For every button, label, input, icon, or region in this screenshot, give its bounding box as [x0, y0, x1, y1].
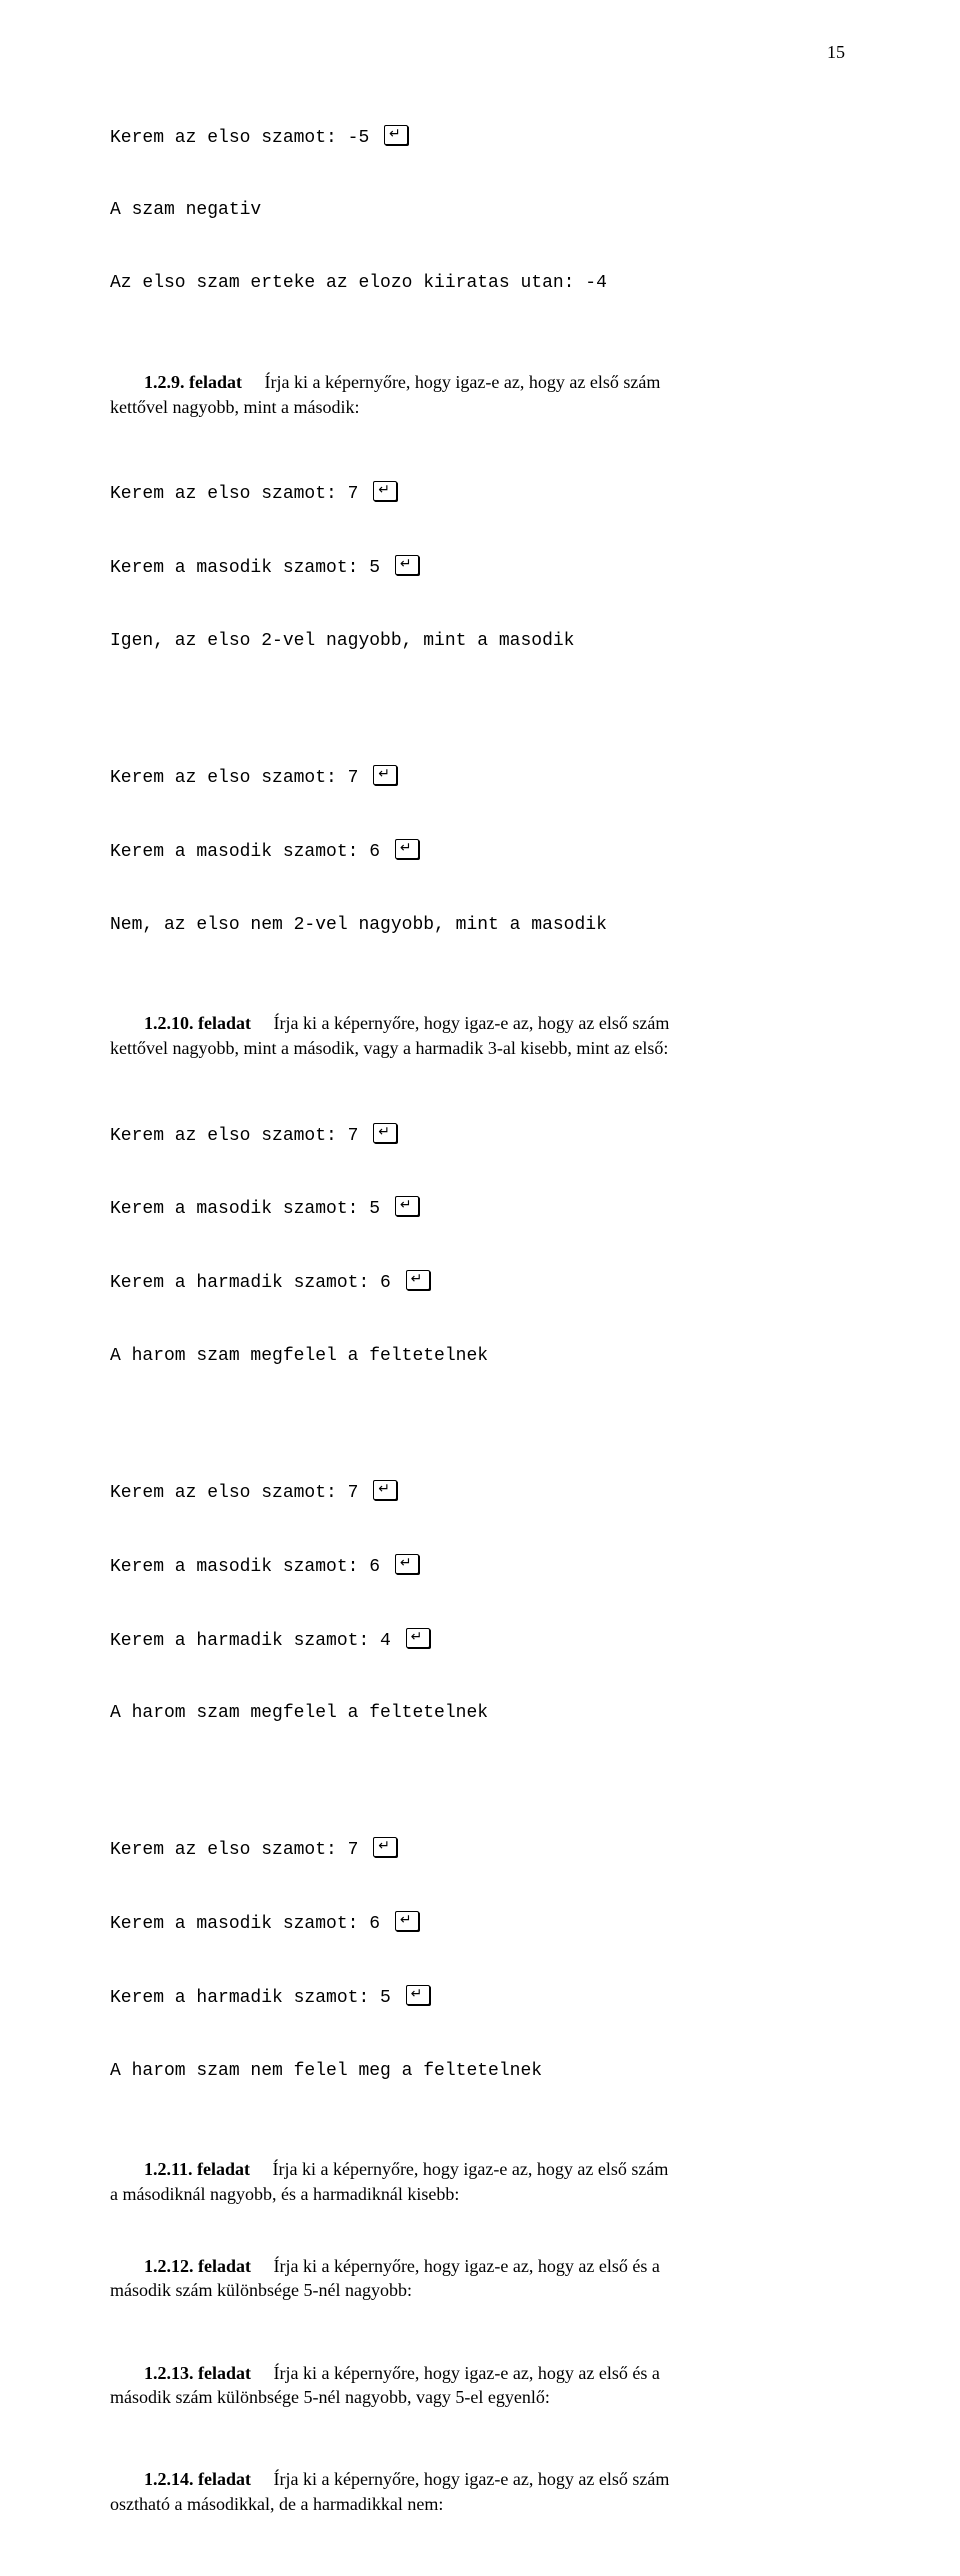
code-line: Nem, az elso nem 2-vel nagyobb, mint a m… — [110, 913, 850, 937]
enter-key-icon — [373, 481, 397, 501]
code-line: Kerem az elso szamot: -5 — [110, 128, 380, 148]
code-line: A harom szam megfelel a feltetelnek — [110, 1344, 850, 1368]
code-line: Kerem az elso szamot: 7 — [110, 1483, 369, 1503]
code-line: A harom szam megfelel a feltetelnek — [110, 1701, 850, 1725]
task-text: Írja ki a képernyőre, hogy igaz-e az, ho… — [274, 1013, 670, 1033]
task-label: 1.2.9. feladat — [144, 372, 242, 392]
code-line: Kerem az elso szamot: 7 — [110, 768, 369, 788]
code-block-intro: Kerem az elso szamot: -5 A szam negativ … — [110, 76, 850, 344]
code-line: Kerem a harmadik szamot: 5 — [110, 1988, 402, 2008]
task-1-2-13: 1.2.13. feladat Írja ki a képernyőre, ho… — [110, 2361, 850, 2410]
task-1-2-12: 1.2.12. feladat Írja ki a képernyőre, ho… — [110, 2254, 850, 2303]
code-block-9a: Kerem az elso szamot: 7 Kerem a masodik … — [110, 433, 850, 702]
task-text: Írja ki a képernyőre, hogy igaz-e az, ho… — [274, 2256, 660, 2276]
page-number: 15 — [827, 40, 845, 64]
code-line: Kerem a harmadik szamot: 6 — [110, 1273, 402, 1293]
enter-key-icon — [395, 555, 419, 575]
task-label: 1.2.14. feladat — [144, 2469, 251, 2489]
task-label: 1.2.10. feladat — [144, 1013, 251, 1033]
task-text-cont: második szám különbsége 5-nél nagyobb, v… — [110, 2385, 850, 2409]
code-block-10a: Kerem az elso szamot: 7 Kerem a masodik … — [110, 1074, 850, 1417]
enter-key-icon — [373, 765, 397, 785]
enter-key-icon — [373, 1837, 397, 1857]
enter-key-icon — [373, 1123, 397, 1143]
enter-key-icon — [395, 1554, 419, 1574]
task-text: Írja ki a képernyőre, hogy igaz-e az, ho… — [273, 2159, 669, 2179]
enter-key-icon — [406, 1628, 430, 1648]
enter-key-icon — [373, 1480, 397, 1500]
task-label: 1.2.12. feladat — [144, 2256, 251, 2276]
enter-key-icon — [384, 125, 408, 145]
code-line: A harom szam nem felel meg a feltetelnek — [110, 2059, 850, 2083]
task-1-2-10: 1.2.10. feladat Írja ki a képernyőre, ho… — [110, 1011, 850, 1060]
code-line: Kerem a masodik szamot: 6 — [110, 1914, 391, 1934]
code-line: Kerem a masodik szamot: 6 — [110, 1557, 391, 1577]
task-text-cont: osztható a másodikkal, de a harmadikkal … — [110, 2492, 850, 2516]
code-line: Kerem az elso szamot: 7 — [110, 1126, 369, 1146]
task-text-cont: második szám különbsége 5-nél nagyobb: — [110, 2278, 850, 2302]
task-text-cont: kettővel nagyobb, mint a második, vagy a… — [110, 1036, 850, 1060]
task-text: Írja ki a képernyőre, hogy igaz-e az, ho… — [274, 2363, 660, 2383]
enter-key-icon — [395, 1911, 419, 1931]
code-line: Kerem az elso szamot: 7 — [110, 484, 369, 504]
enter-key-icon — [395, 839, 419, 859]
task-label: 1.2.11. feladat — [144, 2159, 250, 2179]
task-1-2-11: 1.2.11. feladat Írja ki a képernyőre, ho… — [110, 2157, 850, 2206]
task-text-cont: kettővel nagyobb, mint a második: — [110, 395, 850, 419]
enter-key-icon — [406, 1270, 430, 1290]
enter-key-icon — [406, 1985, 430, 2005]
page: 15 Kerem az elso szamot: -5 A szam negat… — [0, 0, 960, 2576]
task-text: Írja ki a képernyőre, hogy igaz-e az, ho… — [265, 372, 661, 392]
code-line: Kerem a masodik szamot: 6 — [110, 842, 391, 862]
enter-key-icon — [395, 1196, 419, 1216]
code-line: A szam negativ — [110, 198, 850, 222]
task-text: Írja ki a képernyőre, hogy igaz-e az, ho… — [274, 2469, 670, 2489]
code-line: Kerem az elso szamot: 7 — [110, 1840, 369, 1860]
task-1-2-14: 1.2.14. feladat Írja ki a képernyőre, ho… — [110, 2467, 850, 2516]
code-block-10c: Kerem az elso szamot: 7 Kerem a masodik … — [110, 1788, 850, 2131]
code-line: Kerem a masodik szamot: 5 — [110, 558, 391, 578]
code-line: Kerem a masodik szamot: 5 — [110, 1199, 391, 1219]
code-block-10b: Kerem az elso szamot: 7 Kerem a masodik … — [110, 1431, 850, 1774]
code-line: Igen, az elso 2-vel nagyobb, mint a maso… — [110, 629, 850, 653]
task-1-2-9: 1.2.9. feladat Írja ki a képernyőre, hog… — [110, 370, 850, 419]
task-label: 1.2.13. feladat — [144, 2363, 251, 2383]
code-line: Az elso szam erteke az elozo kiiratas ut… — [110, 271, 850, 295]
code-block-9b: Kerem az elso szamot: 7 Kerem a masodik … — [110, 716, 850, 985]
code-line: Kerem a harmadik szamot: 4 — [110, 1631, 402, 1651]
task-text-cont: a másodiknál nagyobb, és a harmadiknál k… — [110, 2182, 850, 2206]
